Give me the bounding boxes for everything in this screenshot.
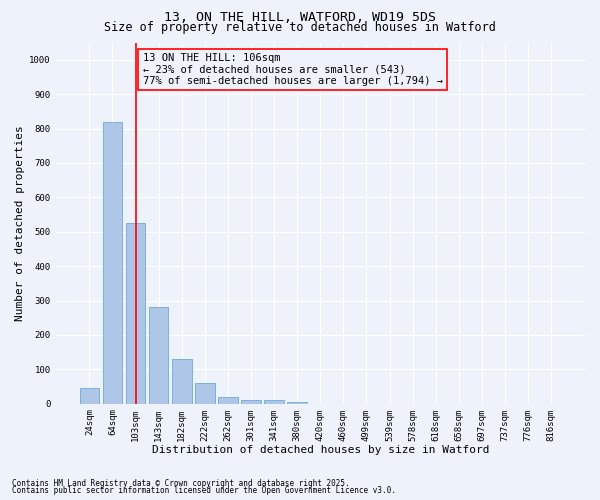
Bar — [287, 402, 307, 404]
Bar — [149, 308, 169, 404]
Text: Size of property relative to detached houses in Watford: Size of property relative to detached ho… — [104, 22, 496, 35]
Text: 13 ON THE HILL: 106sqm
← 23% of detached houses are smaller (543)
77% of semi-de: 13 ON THE HILL: 106sqm ← 23% of detached… — [143, 53, 443, 86]
Bar — [241, 400, 261, 404]
Text: Contains public sector information licensed under the Open Government Licence v3: Contains public sector information licen… — [12, 486, 396, 495]
X-axis label: Distribution of detached houses by size in Watford: Distribution of detached houses by size … — [152, 445, 489, 455]
Bar — [126, 223, 145, 404]
Bar — [195, 383, 215, 404]
Text: 13, ON THE HILL, WATFORD, WD19 5DS: 13, ON THE HILL, WATFORD, WD19 5DS — [164, 11, 436, 24]
Bar — [264, 400, 284, 404]
Bar — [172, 359, 191, 404]
Y-axis label: Number of detached properties: Number of detached properties — [15, 125, 25, 321]
Bar — [218, 397, 238, 404]
Bar — [103, 122, 122, 404]
Bar — [80, 388, 99, 404]
Text: Contains HM Land Registry data © Crown copyright and database right 2025.: Contains HM Land Registry data © Crown c… — [12, 478, 350, 488]
